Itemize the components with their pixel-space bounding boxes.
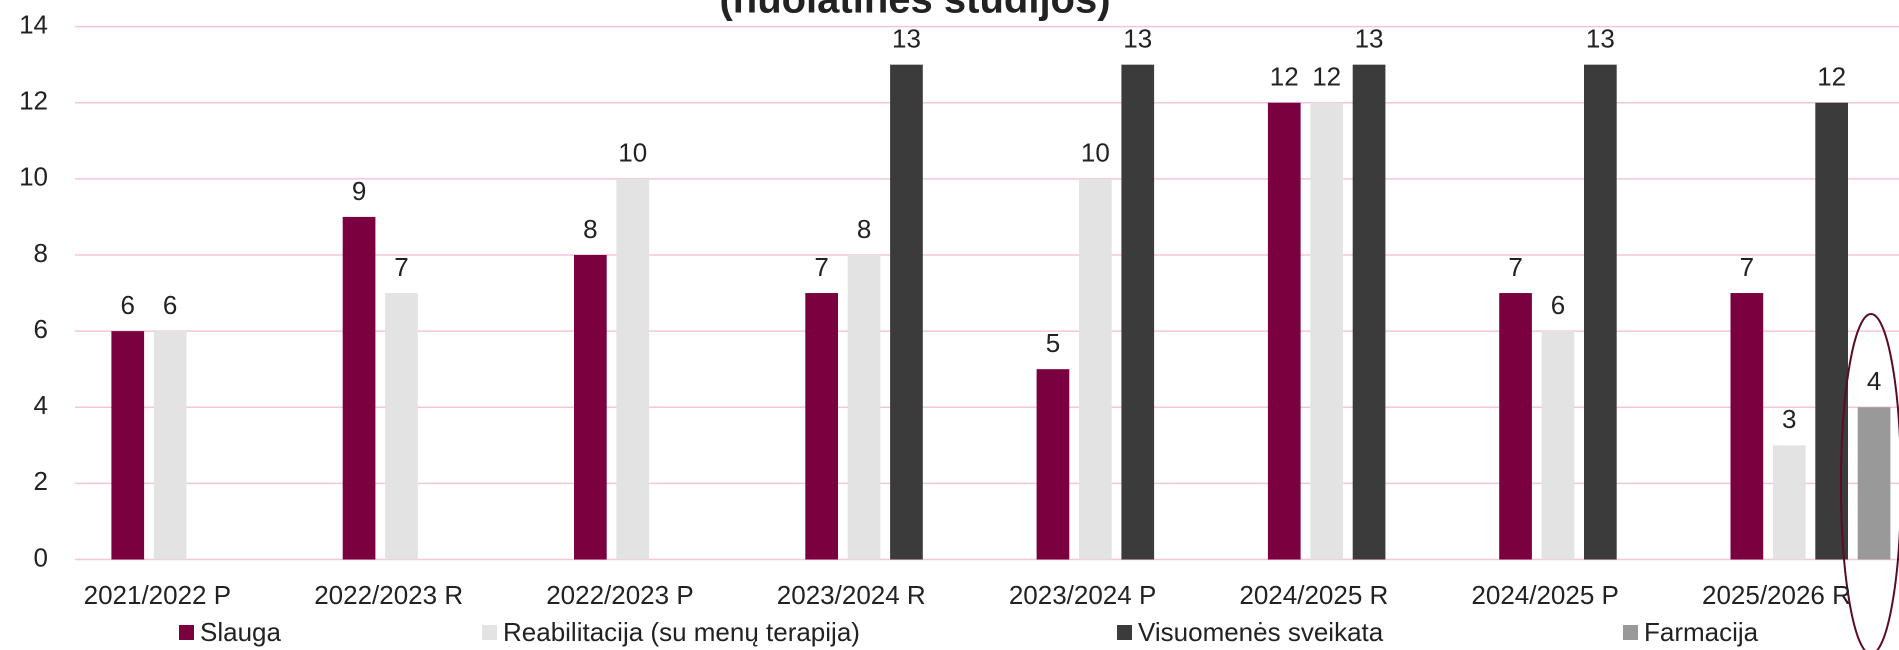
data-label: 4: [1867, 366, 1881, 396]
x-tick-label: 2023/2024 P: [1009, 580, 1156, 610]
bar: [1499, 293, 1532, 560]
data-label: 10: [618, 138, 647, 168]
x-tick-label: 2022/2023 P: [546, 580, 693, 610]
legend-swatch: [1117, 625, 1132, 640]
legend-swatch: [1623, 625, 1638, 640]
grid: [75, 25, 1899, 561]
data-label: 8: [583, 214, 597, 244]
legend-label: Slauga: [200, 617, 281, 647]
bar: [890, 64, 923, 560]
data-label: 7: [814, 252, 828, 282]
x-tick-label: 2022/2023 R: [314, 580, 463, 610]
data-label: 9: [352, 176, 366, 206]
y-tick-label: 14: [19, 9, 48, 39]
data-label: 7: [1740, 252, 1754, 282]
y-tick-label: 4: [34, 390, 48, 420]
bar: [1541, 331, 1575, 560]
data-label: 8: [857, 214, 871, 244]
bar: [1772, 445, 1806, 560]
bar: [385, 293, 418, 560]
data-label: 7: [1508, 252, 1522, 282]
x-tick-label: 2023/2024 R: [777, 580, 926, 610]
data-label: 6: [121, 290, 135, 320]
chart-title: (nuolatinės studijos): [719, 0, 1110, 22]
data-label: 12: [1817, 62, 1846, 92]
data-label: 13: [1355, 24, 1384, 54]
legend-swatch: [482, 625, 497, 640]
y-tick-label: 6: [34, 314, 48, 344]
bars: [111, 64, 1891, 560]
data-label: 7: [394, 252, 408, 282]
bar: [1121, 64, 1155, 560]
y-tick-label: 10: [19, 162, 48, 192]
data-label: 13: [892, 24, 921, 54]
data-label: 12: [1270, 62, 1299, 92]
x-tick-label: 2024/2025 P: [1471, 580, 1618, 610]
data-label: 13: [1586, 24, 1615, 54]
y-tick-label: 0: [34, 542, 48, 572]
data-label: 6: [1551, 290, 1565, 320]
data-label: 5: [1046, 328, 1060, 358]
y-tick-label: 2: [34, 466, 48, 496]
bar: [847, 254, 881, 560]
data-label: 12: [1312, 62, 1341, 92]
bar: [1815, 102, 1848, 560]
bar: [1310, 102, 1343, 560]
bar: [111, 331, 145, 560]
bar: [1857, 407, 1891, 560]
legend-label: Reabilitacija (su menų terapija): [503, 617, 860, 647]
bar: [1267, 102, 1301, 560]
data-label: 13: [1123, 24, 1152, 54]
bar: [342, 216, 376, 560]
data-label: 6: [163, 290, 177, 320]
bar: [153, 331, 187, 560]
bar: [1730, 293, 1764, 560]
x-tick-label: 2024/2025 R: [1239, 580, 1388, 610]
highlight-ellipse: [1840, 313, 1899, 650]
data-label: 10: [1081, 138, 1110, 168]
legend-swatch: [179, 625, 194, 640]
x-tick-label: 2025/2026 R: [1702, 580, 1851, 610]
y-tick-label: 12: [19, 86, 48, 116]
y-tick-label: 8: [34, 238, 48, 268]
legend-label: Visuomenės sveikata: [1138, 617, 1384, 647]
bar: [805, 293, 838, 560]
data-label: 3: [1782, 404, 1796, 434]
bar: [1352, 64, 1386, 560]
bar: [1036, 369, 1070, 560]
bar: [574, 254, 607, 560]
bar: [1584, 64, 1617, 560]
x-tick-label: 2021/2022 P: [84, 580, 231, 610]
bar: [616, 178, 650, 560]
legend-label: Farmacija: [1644, 617, 1759, 647]
bar: [1079, 178, 1112, 560]
